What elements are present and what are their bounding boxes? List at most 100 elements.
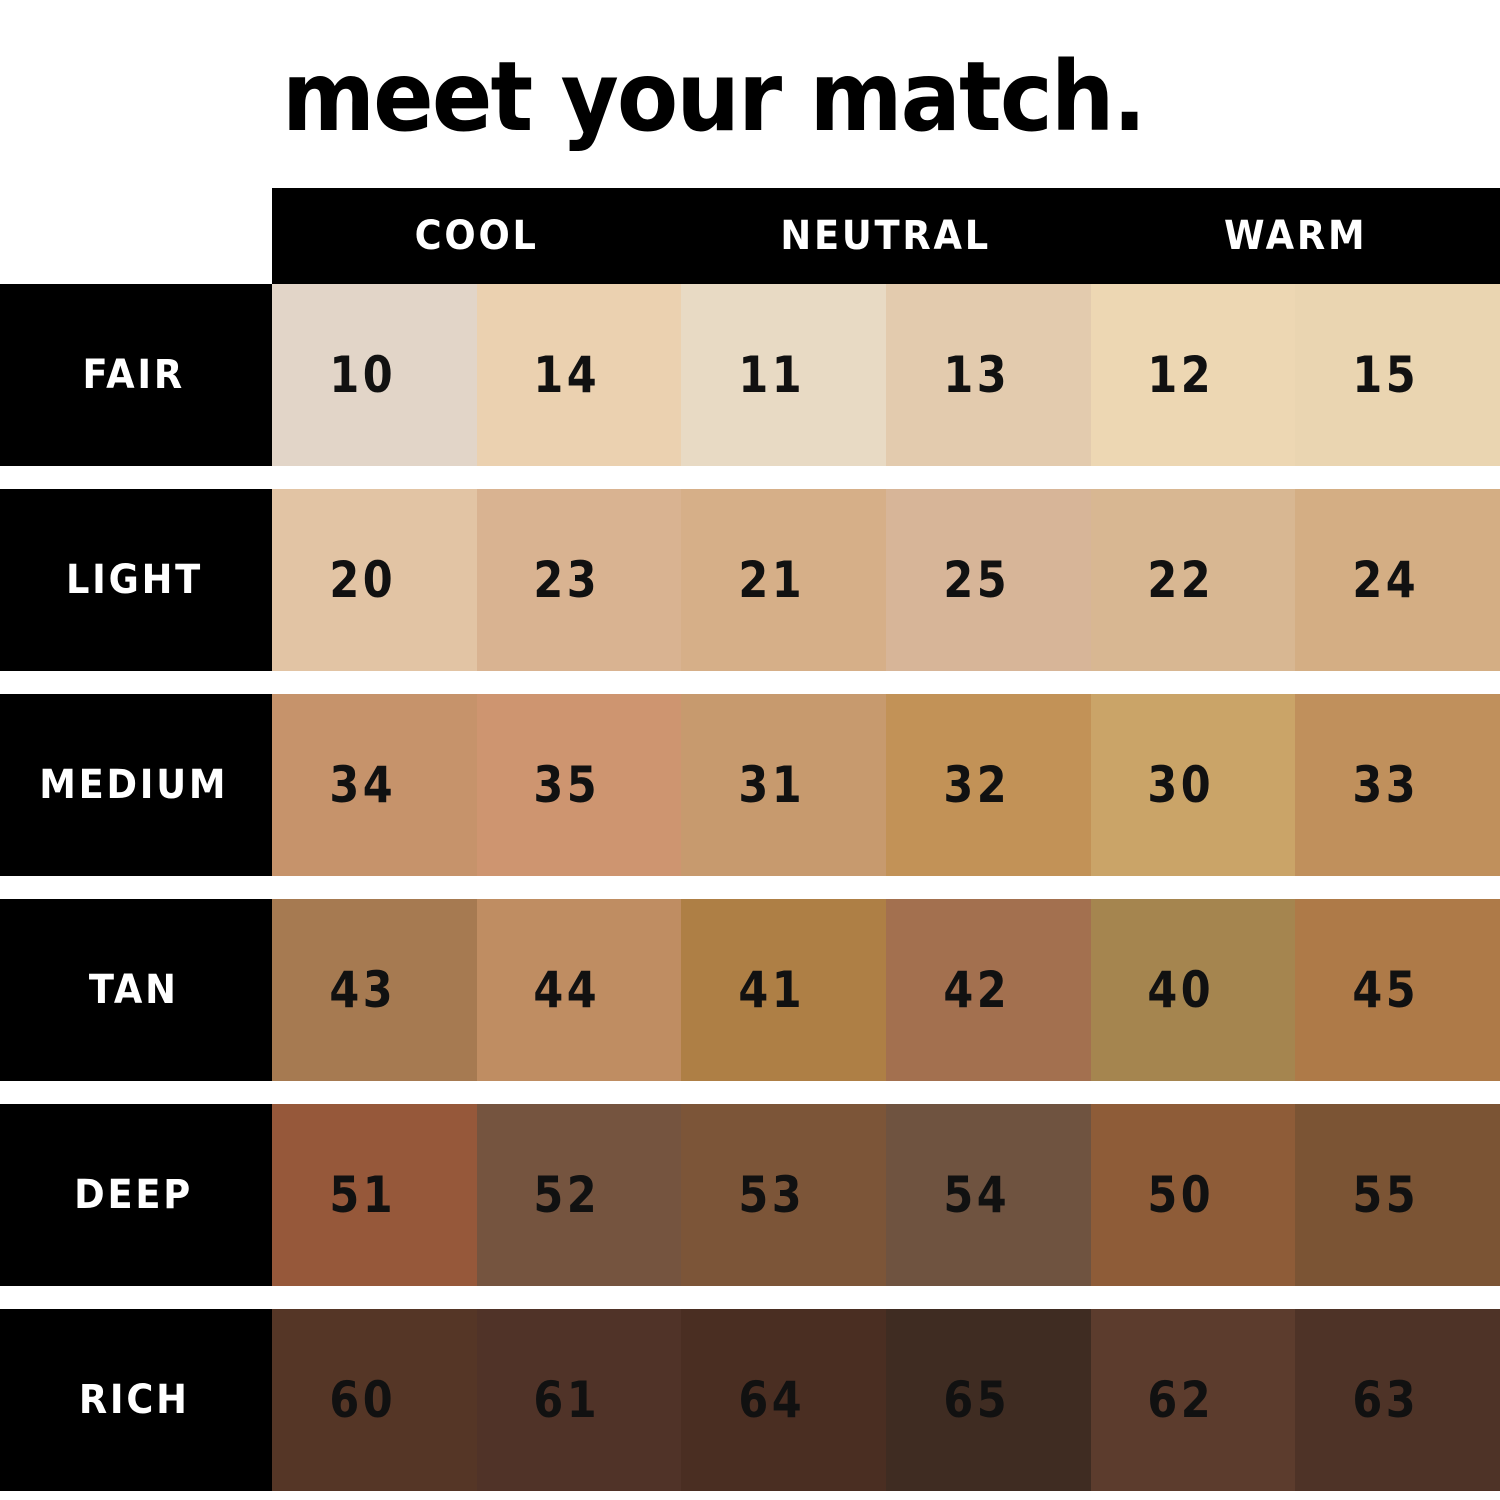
table-row: TAN 43 44 41 42 40 45	[0, 899, 1500, 1081]
swatch-cell[interactable]: 43	[272, 899, 477, 1081]
shade-number: 10	[328, 346, 396, 404]
shade-number: 24	[1352, 551, 1420, 609]
row-label-light: LIGHT	[0, 489, 272, 671]
swatch-cell[interactable]: 11	[681, 284, 887, 466]
shade-number: 23	[533, 551, 601, 609]
swatch-cell[interactable]: 25	[886, 489, 1091, 671]
swatch-cell[interactable]: 22	[1090, 489, 1296, 671]
shade-number: 20	[328, 551, 396, 609]
table-row: RICH 60 61 64 65 62 63	[0, 1309, 1500, 1491]
shade-number: 30	[1147, 756, 1215, 814]
swatch-cell[interactable]: 60	[272, 1309, 477, 1491]
swatch-cell[interactable]: 23	[476, 489, 682, 671]
swatch-cell[interactable]: 50	[1090, 1104, 1296, 1286]
shade-number: 52	[533, 1166, 601, 1224]
page-title: meet your match.	[282, 41, 1147, 153]
shade-number: 14	[533, 346, 601, 404]
swatch-cell[interactable]: 10	[272, 284, 477, 466]
swatch-cell[interactable]: 53	[681, 1104, 887, 1286]
swatch-cell[interactable]: 31	[681, 694, 887, 876]
swatch-cell[interactable]: 63	[1295, 1309, 1500, 1491]
tone-header-warm: WARM	[1223, 213, 1368, 259]
swatch-cell[interactable]: 55	[1295, 1104, 1500, 1286]
table-row: MEDIUM 34 35 31 32 30 33	[0, 694, 1500, 876]
table-row: LIGHT 20 23 21 25 22 24	[0, 489, 1500, 671]
swatch-group: 10 14 11 13 12 15	[272, 284, 1500, 466]
row-label-tan: TAN	[0, 899, 272, 1081]
swatch-group: 60 61 64 65 62 63	[272, 1309, 1500, 1491]
tone-header-neutral: NEUTRAL	[780, 213, 992, 259]
swatch-cell[interactable]: 65	[886, 1309, 1091, 1491]
swatch-cell[interactable]: 40	[1090, 899, 1296, 1081]
shade-number: 11	[738, 346, 805, 404]
table-row: DEEP 51 52 53 54 50 55	[0, 1104, 1500, 1286]
row-label-text: LIGHT	[65, 557, 203, 603]
shade-number: 40	[1147, 961, 1215, 1019]
swatch-cell[interactable]: 44	[476, 899, 682, 1081]
shade-number: 54	[942, 1166, 1010, 1224]
shade-number: 65	[942, 1371, 1010, 1429]
swatch-cell[interactable]: 14	[476, 284, 682, 466]
shade-number: 13	[942, 346, 1010, 404]
tone-header-cool: COOL	[414, 213, 539, 259]
swatch-cell[interactable]: 24	[1295, 489, 1500, 671]
swatch-cell[interactable]: 61	[476, 1309, 682, 1491]
shade-number: 61	[533, 1371, 601, 1429]
shade-number: 31	[738, 756, 805, 814]
shade-number: 44	[533, 961, 601, 1019]
swatch-cell[interactable]: 30	[1090, 694, 1296, 876]
shade-number: 22	[1147, 551, 1215, 609]
swatch-cell[interactable]: 52	[476, 1104, 682, 1286]
shade-number: 64	[738, 1371, 805, 1429]
shade-number: 51	[328, 1166, 396, 1224]
row-label-medium: MEDIUM	[0, 694, 272, 876]
swatch-cell[interactable]: 20	[272, 489, 477, 671]
shade-number: 15	[1352, 346, 1420, 404]
swatch-cell[interactable]: 15	[1295, 284, 1500, 466]
shade-number: 32	[942, 756, 1010, 814]
shade-number: 41	[738, 961, 805, 1019]
swatch-cell[interactable]: 33	[1295, 694, 1500, 876]
swatch-cell[interactable]: 45	[1295, 899, 1500, 1081]
shade-number: 34	[328, 756, 396, 814]
row-label-text: TAN	[89, 967, 179, 1013]
swatch-cell[interactable]: 51	[272, 1104, 477, 1286]
shade-number: 60	[328, 1371, 396, 1429]
swatch-cell[interactable]: 64	[681, 1309, 887, 1491]
swatch-group: 43 44 41 42 40 45	[272, 899, 1500, 1081]
shade-rows: FAIR 10 14 11 13 12 15 LIGHT 20 23 21 25…	[0, 284, 1500, 1491]
shade-number: 21	[738, 551, 805, 609]
swatch-cell[interactable]: 34	[272, 694, 477, 876]
shade-number: 45	[1352, 961, 1420, 1019]
shade-number: 63	[1352, 1371, 1420, 1429]
shade-number: 50	[1147, 1166, 1215, 1224]
shade-number: 25	[942, 551, 1010, 609]
swatch-cell[interactable]: 41	[681, 899, 887, 1081]
shade-number: 43	[328, 961, 396, 1019]
shade-number: 42	[942, 961, 1010, 1019]
swatch-cell[interactable]: 32	[886, 694, 1091, 876]
tone-header-band: COOL NEUTRAL WARM	[272, 188, 1500, 284]
shade-number: 12	[1147, 346, 1215, 404]
swatch-cell[interactable]: 35	[476, 694, 682, 876]
row-label-fair: FAIR	[0, 284, 272, 466]
swatch-group: 20 23 21 25 22 24	[272, 489, 1500, 671]
swatch-cell[interactable]: 62	[1090, 1309, 1296, 1491]
swatch-group: 51 52 53 54 50 55	[272, 1104, 1500, 1286]
swatch-cell[interactable]: 13	[886, 284, 1091, 466]
swatch-cell[interactable]: 42	[886, 899, 1091, 1081]
shade-number: 35	[533, 756, 601, 814]
row-label-text: MEDIUM	[39, 762, 229, 808]
shade-number: 53	[738, 1166, 805, 1224]
row-label-rich: RICH	[0, 1309, 272, 1491]
shade-number: 55	[1352, 1166, 1420, 1224]
swatch-cell[interactable]: 21	[681, 489, 887, 671]
swatch-cell[interactable]: 12	[1090, 284, 1296, 466]
row-label-deep: DEEP	[0, 1104, 272, 1286]
swatch-group: 34 35 31 32 30 33	[272, 694, 1500, 876]
swatch-cell[interactable]: 54	[886, 1104, 1091, 1286]
row-label-text: DEEP	[74, 1172, 194, 1218]
shade-number: 62	[1147, 1371, 1215, 1429]
table-row: FAIR 10 14 11 13 12 15	[0, 284, 1500, 466]
